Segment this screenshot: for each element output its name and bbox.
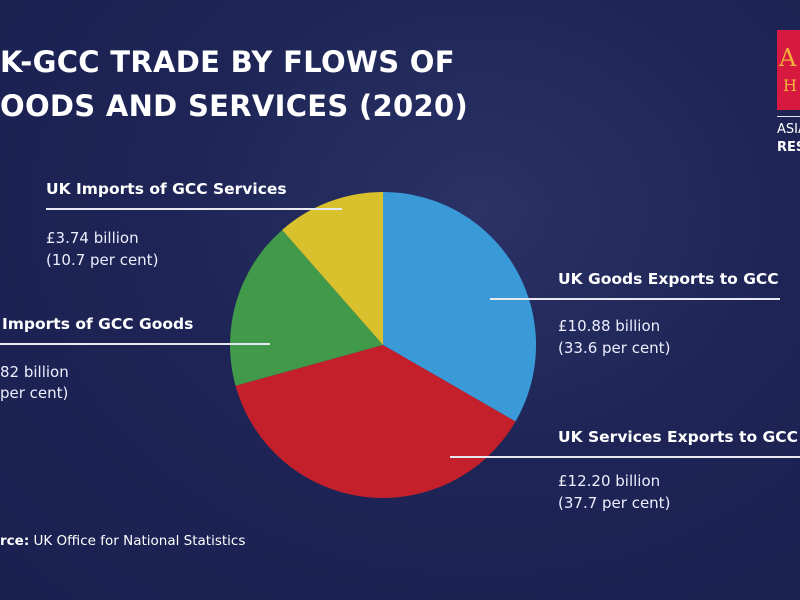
logo-letter-a: A (779, 44, 797, 72)
label-imports-services: UK Imports of GCC Services (46, 180, 287, 198)
percent-imports-goods: per cent) (0, 384, 69, 402)
percent-goods-exports: (33.6 per cent) (558, 339, 671, 357)
percent-imports-services: (10.7 per cent) (46, 251, 159, 269)
value-goods-exports: £10.88 billion (558, 317, 661, 335)
pie-slice-imports-of-gcc-goods (230, 229, 383, 386)
percent-services-exports: (37.7 per cent) (558, 494, 671, 512)
logo: A H (777, 30, 800, 110)
title-line-1: K-GCC TRADE BY FLOWS OF (0, 45, 455, 79)
source-text: UK Office for National Statistics (33, 533, 246, 549)
pie-slice-uk-goods-exports-to-gcc (383, 192, 536, 422)
pie-slice-uk-imports-of-gcc-services (282, 192, 383, 345)
logo-text-2: RES (777, 140, 800, 155)
title-line-2: OODS AND SERVICES (2020) (0, 89, 468, 123)
label-services-exports: UK Services Exports to GCC (558, 428, 798, 446)
logo-letter-h: H (783, 76, 797, 95)
leader-line-goods-exports (490, 298, 780, 300)
logo-text-1: ASIA (777, 122, 800, 137)
source-label: rce: (0, 533, 30, 549)
pie-slice-uk-services-exports-to-gcc (235, 345, 516, 498)
value-services-exports: £12.20 billion (558, 472, 661, 490)
value-imports-services: £3.74 billion (46, 229, 139, 247)
chart-title: K-GCC TRADE BY FLOWS OF OODS AND SERVICE… (0, 40, 468, 128)
source-note: rce: UK Office for National Statistics (0, 533, 245, 549)
label-goods-exports: UK Goods Exports to GCC (558, 270, 779, 288)
label-imports-goods: Imports of GCC Goods (2, 315, 194, 333)
leader-line-services-exports (450, 456, 800, 458)
leader-line-imports-goods (0, 343, 270, 345)
leader-line-imports-services (46, 208, 342, 210)
value-imports-goods: 82 billion (0, 363, 69, 381)
logo-divider (777, 116, 800, 117)
